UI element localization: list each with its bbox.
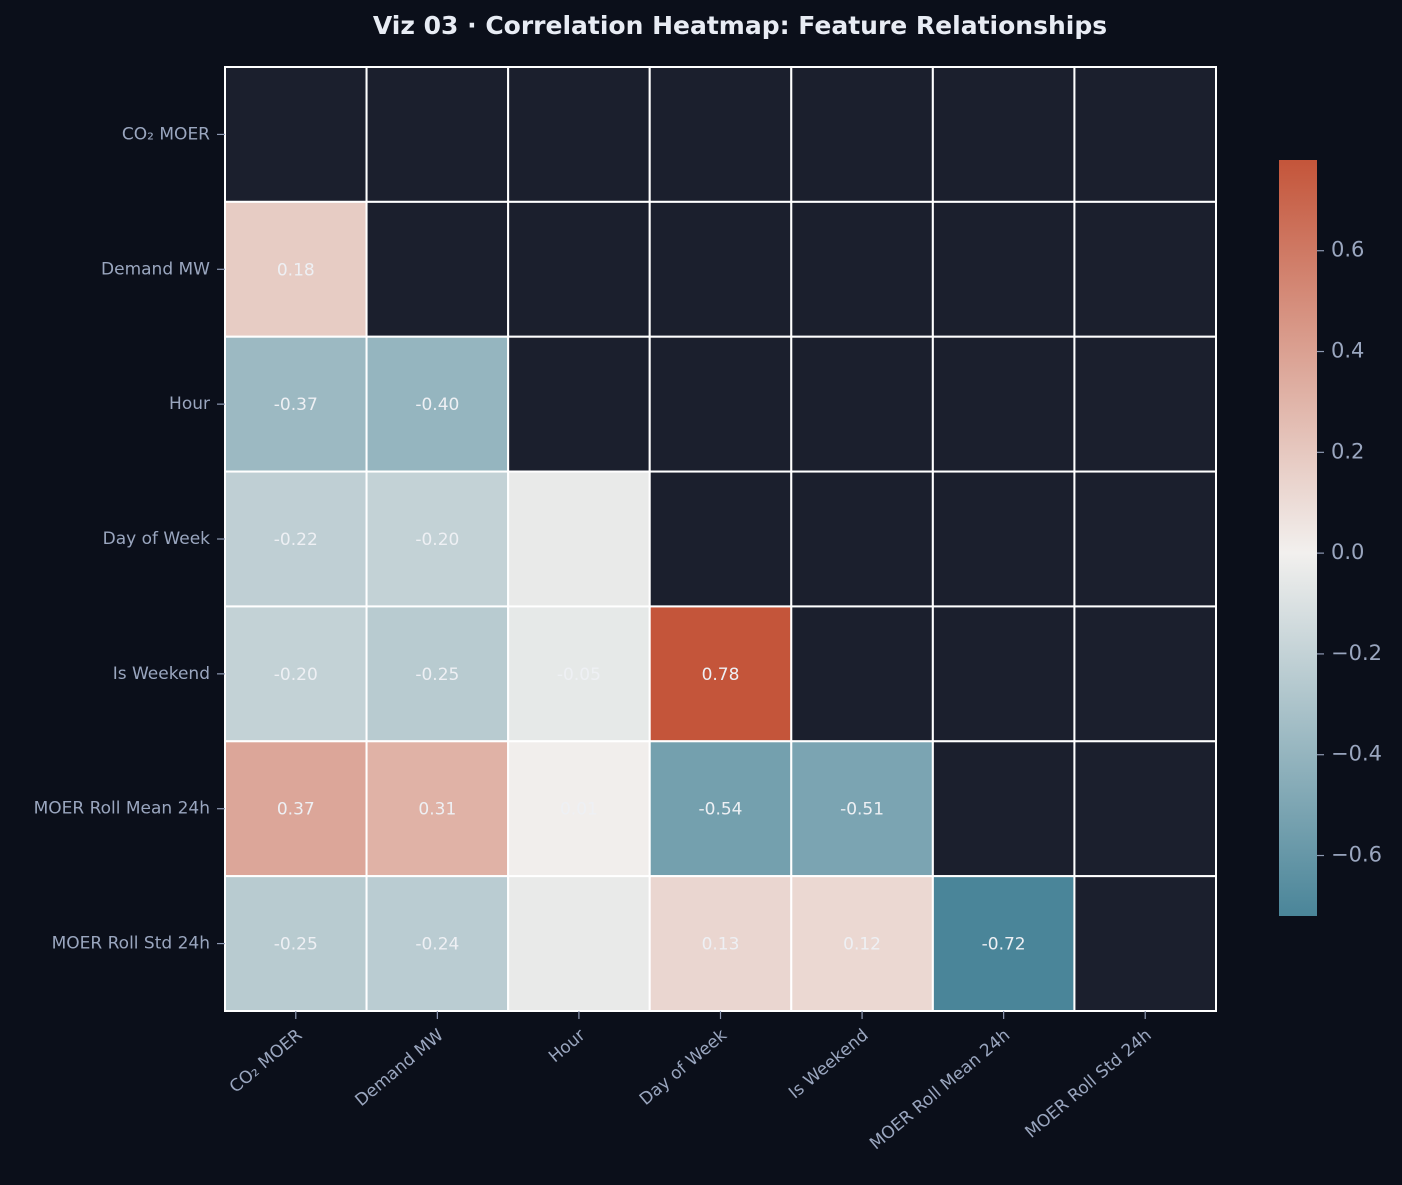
cell: [648, 875, 793, 1013]
cell: [507, 605, 651, 743]
masked-cell: [1073, 335, 1218, 473]
cell-label: -0.54: [699, 800, 743, 820]
cell-label: 0.78: [702, 665, 740, 685]
masked-cell: [790, 66, 934, 203]
cell-label: -0.51: [840, 800, 884, 820]
cell-label: -0.25: [274, 935, 318, 955]
masked-cell: [931, 200, 1076, 338]
masked-cell: [648, 66, 793, 203]
y-tick-label: Is Weekend: [113, 664, 210, 684]
masked-cell: [224, 66, 368, 203]
cell-label: 0.31: [418, 800, 456, 820]
y-tick-label: CO₂ MOER: [122, 124, 210, 144]
y-tick-label: Demand MW: [101, 259, 210, 279]
masked-cell: [1073, 66, 1218, 203]
cell: [507, 470, 651, 608]
cell-label: -0.40: [415, 395, 459, 415]
cell-label: -0.20: [415, 530, 459, 550]
chart-title: Viz 03 · Correlation Heatmap: Feature Re…: [373, 11, 1107, 40]
cell: [507, 875, 651, 1013]
cell: [507, 740, 651, 878]
cell: [648, 740, 793, 878]
masked-cell: [931, 605, 1076, 743]
colorbar-tick-label: −0.2: [1331, 641, 1382, 665]
masked-cell: [648, 335, 793, 473]
colorbar-tick-label: 0.0: [1331, 540, 1364, 564]
cell-label: -0.05: [557, 665, 601, 685]
masked-cell: [790, 335, 934, 473]
masked-cell: [931, 740, 1076, 878]
masked-cell: [790, 200, 934, 338]
colorbar-tick-label: −0.4: [1331, 742, 1382, 766]
cell: [790, 875, 934, 1013]
cell: [224, 875, 368, 1013]
colorbar-tick-label: 0.4: [1331, 339, 1364, 363]
colorbar-tick-label: 0.6: [1331, 238, 1364, 262]
colorbar-tick-label: 0.2: [1331, 439, 1364, 463]
cell-label: -0.22: [274, 530, 318, 550]
masked-cell: [507, 335, 651, 473]
masked-cell: [790, 605, 934, 743]
masked-cell: [931, 335, 1076, 473]
cell-label: 0.18: [277, 260, 315, 280]
masked-cell: [1073, 605, 1218, 743]
cell: [648, 605, 793, 743]
y-tick-label: MOER Roll Std 24h: [52, 934, 210, 954]
cell: [931, 875, 1076, 1013]
cell-label: -0.72: [982, 935, 1026, 955]
masked-cell: [1073, 875, 1218, 1013]
cell: [224, 335, 368, 473]
cell: [224, 740, 368, 878]
masked-cell: [648, 470, 793, 608]
masked-cell: [790, 470, 934, 608]
cell-label: -0.37: [274, 395, 318, 415]
cell-label: -0.25: [415, 665, 459, 685]
masked-cell: [1073, 470, 1218, 608]
colorbar-tick-label: −0.6: [1331, 843, 1382, 867]
masked-cell: [931, 470, 1076, 608]
masked-cell: [648, 200, 793, 338]
colorbar: [1279, 160, 1317, 916]
cell-label: -0.20: [274, 665, 318, 685]
cell-label: 0.01: [560, 800, 598, 820]
masked-cell: [1073, 740, 1218, 878]
masked-cell: [1073, 200, 1218, 338]
y-tick-label: Day of Week: [103, 529, 210, 549]
cell: [790, 740, 934, 878]
cell-label: 0.37: [277, 800, 315, 820]
masked-cell: [931, 66, 1076, 203]
cell: [224, 200, 368, 338]
cell: [365, 875, 510, 1013]
cell-label: 0.12: [843, 935, 881, 955]
masked-cell: [365, 200, 510, 338]
masked-cell: [507, 200, 651, 338]
cell: [365, 335, 510, 473]
cell-label: -0.24: [415, 935, 459, 955]
y-tick-label: Hour: [169, 394, 210, 414]
cell: [365, 605, 510, 743]
masked-cell: [507, 66, 651, 203]
y-tick-label: MOER Roll Mean 24h: [34, 799, 210, 819]
cell-label: 0.13: [702, 935, 740, 955]
masked-cell: [365, 66, 510, 203]
